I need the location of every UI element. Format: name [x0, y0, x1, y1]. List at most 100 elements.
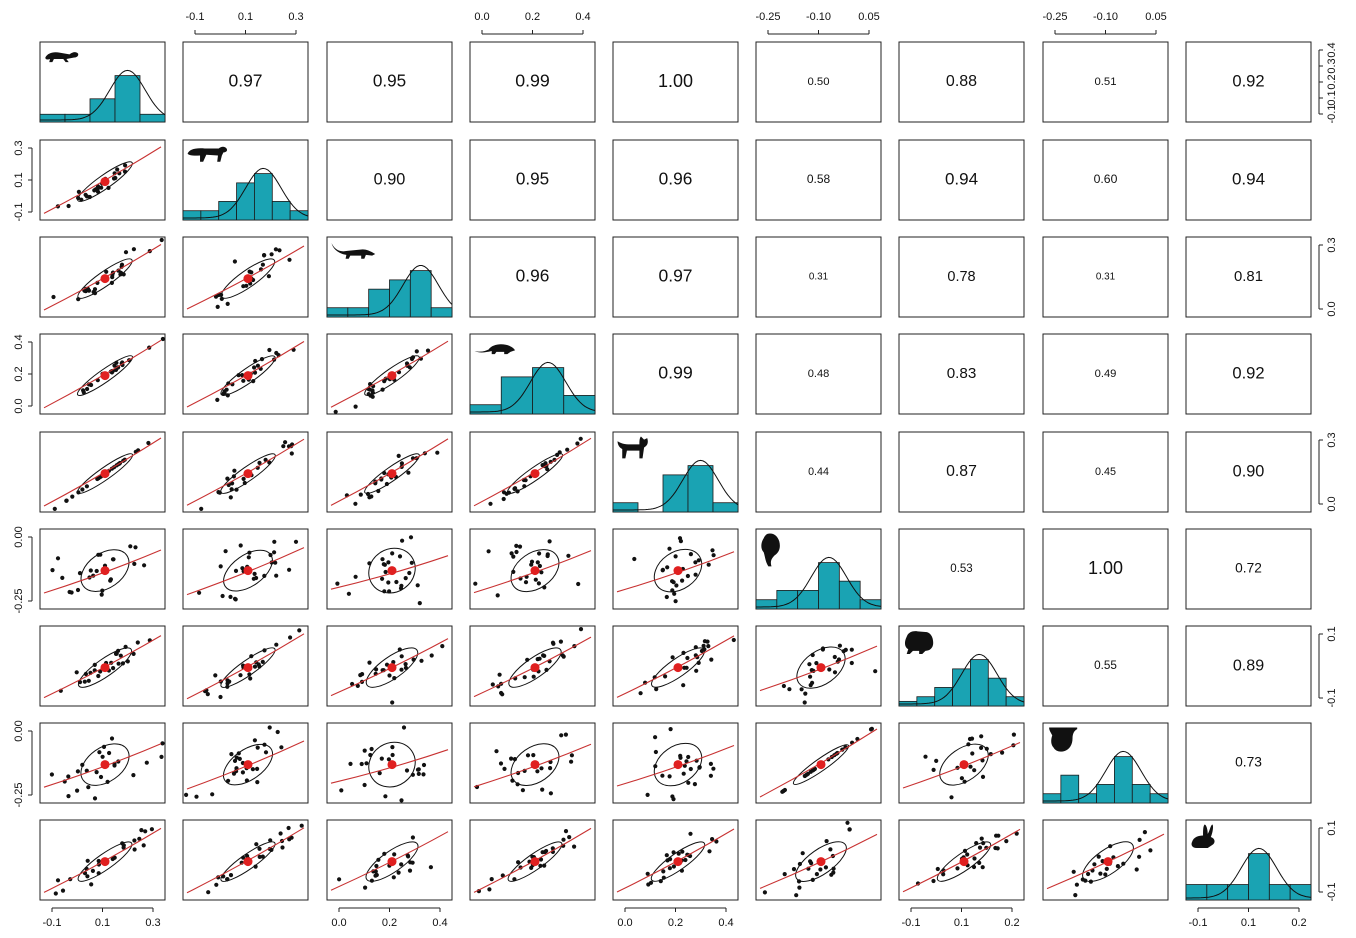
density-curve — [899, 653, 1025, 705]
panel-1-1 — [182, 139, 309, 221]
panel-frame — [1042, 528, 1169, 610]
scatter-point — [205, 692, 210, 697]
scatter-point — [380, 557, 385, 562]
density-curve — [470, 361, 596, 413]
scatter-point — [421, 762, 427, 768]
panel-4-7: 0.45 — [1042, 431, 1169, 513]
panel-frame — [755, 41, 882, 123]
scatter-point — [694, 668, 699, 673]
panel-frame — [1185, 236, 1312, 318]
scatter-point — [543, 461, 548, 466]
panel-8-2 — [326, 819, 453, 901]
panel-1-2: 0.90 — [326, 139, 453, 221]
panel-4-5: 0.44 — [755, 431, 882, 513]
scatter-point — [685, 655, 690, 661]
scatter-point — [231, 771, 237, 776]
scatter-point — [683, 857, 688, 863]
scatter-point — [390, 700, 395, 705]
panel-7-4 — [612, 722, 739, 804]
scatter-point — [255, 745, 260, 750]
scatter-point — [92, 796, 98, 801]
tick-label: -0.25 — [1042, 11, 1067, 23]
scatter-point — [980, 865, 985, 870]
scatter-point — [565, 447, 570, 452]
histogram-bar — [271, 201, 291, 221]
correlation-label: 0.31 — [809, 272, 829, 283]
centroid-point — [100, 469, 110, 479]
scatter-point — [1137, 837, 1142, 843]
scatter-point — [267, 725, 272, 730]
correlation-ellipse — [364, 355, 420, 396]
centroid-point — [243, 469, 253, 479]
correlation-ellipse — [223, 743, 273, 786]
scatter-point — [832, 670, 838, 675]
scatter-point — [667, 546, 672, 551]
correlation-ellipse — [508, 647, 562, 688]
scatter-point — [794, 893, 799, 898]
correlation-ellipse — [77, 161, 133, 202]
panel-6-3 — [469, 625, 596, 707]
scatter-point — [965, 852, 970, 857]
scatter-point — [550, 846, 555, 851]
scatter-point — [248, 676, 253, 681]
scatter-point — [814, 661, 819, 666]
scatter-point — [674, 583, 679, 588]
scatter-point — [673, 599, 678, 604]
scatter-point — [931, 878, 936, 884]
scatter-point — [409, 560, 414, 565]
histogram-bar — [563, 395, 596, 415]
centroid-point — [530, 566, 540, 576]
scatter-point — [107, 750, 112, 756]
panel-frame — [612, 41, 739, 123]
scatter-point — [548, 766, 553, 771]
centroid-point — [243, 663, 253, 673]
histogram-bar — [1248, 853, 1270, 901]
panel-4-2 — [326, 431, 453, 513]
panel-8-5 — [755, 819, 882, 901]
scatter-point — [1071, 869, 1076, 874]
histogram-bar — [970, 659, 989, 707]
panel-8-8 — [1185, 819, 1312, 901]
scatter-point — [386, 757, 391, 762]
density-curve — [613, 459, 739, 511]
panel-5-4 — [612, 528, 739, 610]
scatter-point — [60, 575, 65, 581]
tick-label: 0.1 — [95, 917, 110, 929]
scatter-point — [255, 780, 260, 785]
correlation-ellipse — [507, 841, 563, 882]
tick-label: 0.1 — [1326, 626, 1338, 641]
scatter-point — [382, 379, 387, 384]
scatter-point — [392, 852, 397, 857]
panel-frame — [326, 41, 453, 123]
scatter-point — [408, 535, 414, 540]
centroid-point — [243, 857, 253, 867]
correlation-ellipse — [77, 841, 133, 882]
scatter-point — [77, 571, 83, 576]
tick-label: -0.1 — [186, 11, 205, 23]
scatter-point — [561, 837, 566, 842]
scatter-point — [374, 667, 379, 672]
scatter-point — [116, 661, 121, 666]
scatter-point — [710, 837, 715, 842]
scatter-point — [1011, 732, 1017, 737]
scatter-point — [419, 658, 424, 663]
scatter-point — [849, 660, 854, 666]
scatter-point — [563, 732, 569, 737]
panel-2-3: 0.96 — [469, 236, 596, 318]
scatter-point — [85, 858, 90, 863]
correlation-label: 0.90 — [1233, 462, 1265, 480]
scatter-point — [390, 551, 395, 556]
scatter-point — [660, 567, 666, 572]
scatter-point — [849, 647, 854, 652]
scatter-point — [517, 544, 523, 549]
centroid-point — [100, 177, 110, 187]
tick-label: 0.0 — [13, 398, 25, 413]
scatter-point — [250, 767, 255, 772]
scatter-point — [160, 741, 165, 746]
correlation-ellipse — [792, 744, 850, 785]
panel-2-0 — [39, 236, 166, 318]
scatter-point — [664, 594, 669, 600]
correlation-label: 0.99 — [658, 363, 693, 383]
scatter-point — [428, 865, 433, 870]
